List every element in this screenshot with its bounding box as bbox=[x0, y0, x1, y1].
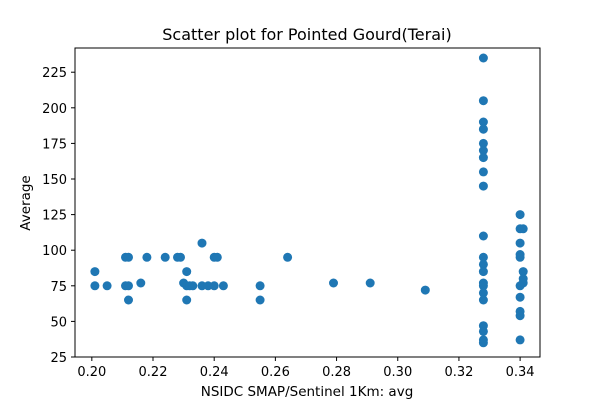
data-point-30 bbox=[365, 278, 375, 288]
y-tick-label: 125 bbox=[42, 209, 67, 224]
y-tick-label: 25 bbox=[50, 351, 67, 366]
chart-title: Scatter plot for Pointed Gourd(Terai) bbox=[162, 25, 451, 44]
data-point-59 bbox=[518, 267, 528, 277]
data-point-37 bbox=[478, 146, 488, 155]
data-point-33 bbox=[478, 96, 488, 106]
data-point-44 bbox=[478, 267, 488, 277]
data-point-27 bbox=[255, 295, 265, 305]
axes-frame bbox=[74, 47, 541, 358]
data-point-8 bbox=[136, 278, 146, 288]
y-tick-label: 175 bbox=[42, 137, 67, 152]
data-point-28 bbox=[283, 252, 293, 262]
data-point-55 bbox=[518, 224, 528, 234]
data-point-38 bbox=[478, 153, 488, 163]
data-point-25 bbox=[218, 281, 228, 291]
y-tick-label: 225 bbox=[42, 66, 67, 81]
data-point-41 bbox=[478, 231, 488, 241]
x-tick-label: 0.24 bbox=[200, 365, 229, 380]
data-point-56 bbox=[515, 238, 525, 248]
y-axis-label: Average bbox=[18, 175, 34, 230]
y-tick-label: 50 bbox=[50, 315, 67, 330]
data-point-39 bbox=[478, 167, 488, 177]
x-tick-label: 0.20 bbox=[77, 365, 106, 380]
data-point-58 bbox=[515, 252, 525, 262]
x-tick-label: 0.32 bbox=[444, 365, 473, 380]
data-point-65 bbox=[515, 311, 525, 321]
y-axis-ticks: 25 50 75 100 125 150 175 200 225 bbox=[42, 66, 75, 366]
data-point-2 bbox=[102, 281, 112, 291]
data-point-12 bbox=[176, 252, 185, 262]
data-point-18 bbox=[188, 281, 198, 291]
data-point-35 bbox=[478, 124, 488, 134]
data-point-66 bbox=[515, 335, 525, 345]
data-point-62 bbox=[515, 281, 525, 291]
x-tick-label: 0.30 bbox=[383, 365, 412, 380]
data-point-29 bbox=[329, 278, 338, 288]
data-point-63 bbox=[515, 292, 525, 302]
data-point-19 bbox=[197, 238, 207, 248]
data-points-group bbox=[90, 53, 528, 348]
x-tick-label: 0.26 bbox=[261, 365, 290, 380]
data-point-50 bbox=[478, 326, 488, 336]
data-point-14 bbox=[182, 267, 192, 277]
x-axis-label: NSIDC SMAP/Sentinel 1Km: avg bbox=[201, 384, 414, 400]
data-point-40 bbox=[478, 181, 488, 191]
data-point-43 bbox=[478, 259, 488, 269]
data-point-10 bbox=[160, 252, 170, 262]
data-point-23 bbox=[212, 252, 222, 262]
data-point-46 bbox=[478, 281, 488, 291]
data-point-7 bbox=[124, 295, 133, 305]
data-point-0 bbox=[90, 267, 100, 277]
y-tick-label: 100 bbox=[42, 244, 67, 259]
y-tick-label: 150 bbox=[42, 173, 67, 188]
data-point-31 bbox=[420, 285, 430, 295]
x-axis-ticks: 0.20 0.22 0.24 0.26 0.28 0.30 0.32 0.34 bbox=[77, 357, 535, 380]
data-point-26 bbox=[255, 281, 265, 291]
data-point-53 bbox=[515, 210, 525, 220]
data-point-32 bbox=[478, 53, 488, 63]
data-point-17 bbox=[182, 295, 192, 305]
y-tick-label: 200 bbox=[42, 102, 67, 117]
data-point-6 bbox=[124, 281, 133, 291]
data-point-48 bbox=[478, 295, 488, 305]
data-point-52 bbox=[478, 338, 488, 348]
x-tick-label: 0.28 bbox=[322, 365, 351, 380]
data-point-42 bbox=[478, 252, 488, 262]
data-point-9 bbox=[142, 252, 152, 262]
data-point-4 bbox=[124, 252, 133, 262]
data-point-34 bbox=[478, 117, 488, 127]
y-tick-label: 75 bbox=[50, 280, 67, 295]
x-tick-label: 0.22 bbox=[139, 365, 168, 380]
data-point-24 bbox=[209, 281, 219, 291]
data-point-1 bbox=[90, 281, 100, 291]
data-point-47 bbox=[478, 288, 488, 298]
data-point-36 bbox=[478, 138, 488, 148]
x-tick-label: 0.34 bbox=[506, 365, 535, 380]
